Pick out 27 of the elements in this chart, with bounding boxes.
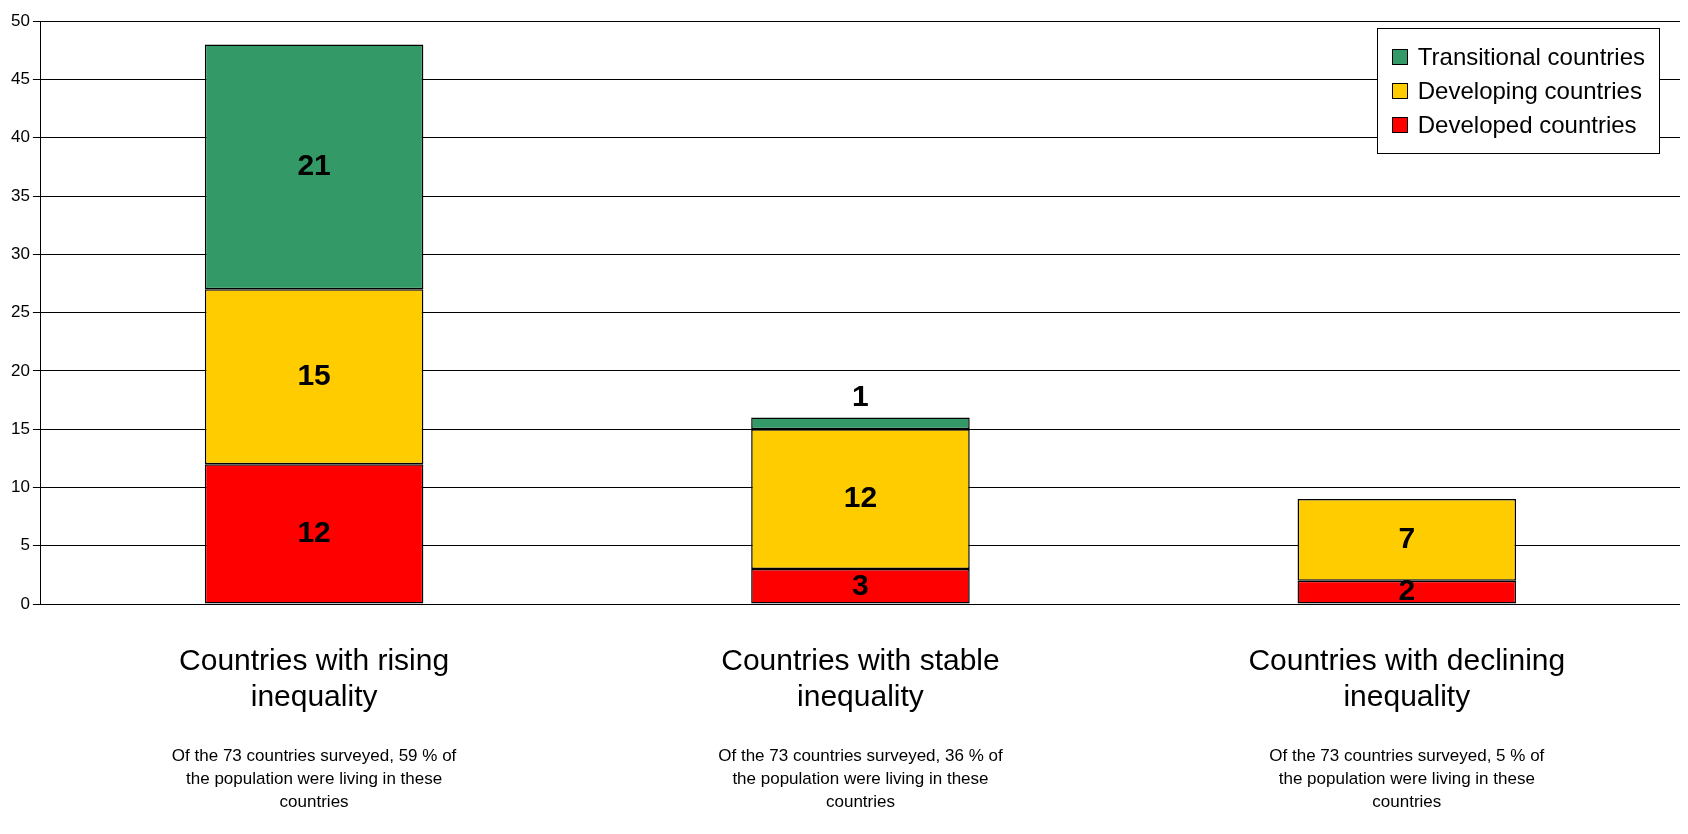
data-label: 21 bbox=[297, 148, 331, 182]
text: Of the 73 countries surveyed, 5 % of the population were living in these countries bbox=[1269, 746, 1545, 812]
y-tick-label: 20 bbox=[10, 360, 30, 380]
data-label: 3 bbox=[852, 567, 869, 601]
y-tick-label: 5 bbox=[20, 535, 30, 555]
text: Of the 73 countries surveyed, 59 % of the population were living in these countries bbox=[171, 746, 457, 812]
legend-label: Developed countries bbox=[1417, 111, 1637, 139]
y-tick-label: 25 bbox=[10, 302, 30, 322]
y-tick-label: 0 bbox=[20, 593, 30, 613]
y-tick-label: 30 bbox=[10, 244, 30, 264]
legend-label: Developing countries bbox=[1417, 77, 1642, 105]
data-label: 1 bbox=[852, 378, 869, 412]
data-label: 12 bbox=[843, 480, 878, 514]
x-tick-label: Countries with declining inequality bbox=[1248, 643, 1566, 713]
y-tick-label: 15 bbox=[10, 418, 30, 438]
y-tick-label: 45 bbox=[10, 69, 30, 89]
x-tick-label: Countries with rising inequality bbox=[179, 643, 450, 713]
y-tick-label: 35 bbox=[10, 185, 30, 205]
x-tick-label: Countries with stable inequality bbox=[721, 643, 1000, 713]
data-label: 7 bbox=[1398, 521, 1416, 555]
data-label: 15 bbox=[297, 357, 331, 391]
text: Of the 73 countries surveyed, 36 % of the population were living in these countries bbox=[718, 746, 1003, 812]
y-tick-label: 50 bbox=[10, 10, 30, 30]
legend-label: Transitional countries bbox=[1417, 43, 1645, 71]
data-label: 12 bbox=[297, 515, 331, 549]
y-tick-label: 10 bbox=[10, 477, 30, 497]
y-tick-label: 40 bbox=[10, 127, 30, 147]
